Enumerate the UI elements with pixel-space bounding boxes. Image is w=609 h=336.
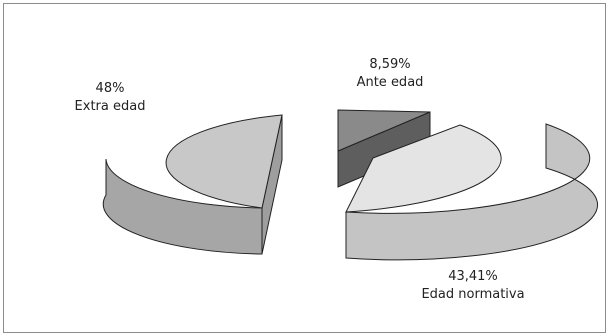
slice-ante-edad-value: 8,59%	[369, 57, 410, 72]
chart-border	[3, 3, 606, 333]
slice-ante-edad-top	[337, 109, 431, 152]
slice-edad-normativa-top	[345, 124, 502, 213]
slice-ante-edad	[337, 109, 431, 188]
slice-ante-edad-label: Ante edad	[357, 75, 424, 90]
slice-extra-edad	[102, 114, 283, 255]
slice-extra-edad-value: 48%	[96, 81, 125, 96]
slice-extra-edad-side	[102, 158, 263, 255]
slice-extra-edad-label: Extra edad	[75, 99, 146, 114]
slice-extra-edad-top	[165, 114, 283, 209]
slice-edad-normativa	[345, 123, 599, 261]
slice-edad-normativa-value: 43,41%	[448, 269, 498, 284]
slice-edad-normativa-label: Edad normativa	[421, 287, 524, 302]
slice-edad-normativa-side	[345, 123, 599, 261]
